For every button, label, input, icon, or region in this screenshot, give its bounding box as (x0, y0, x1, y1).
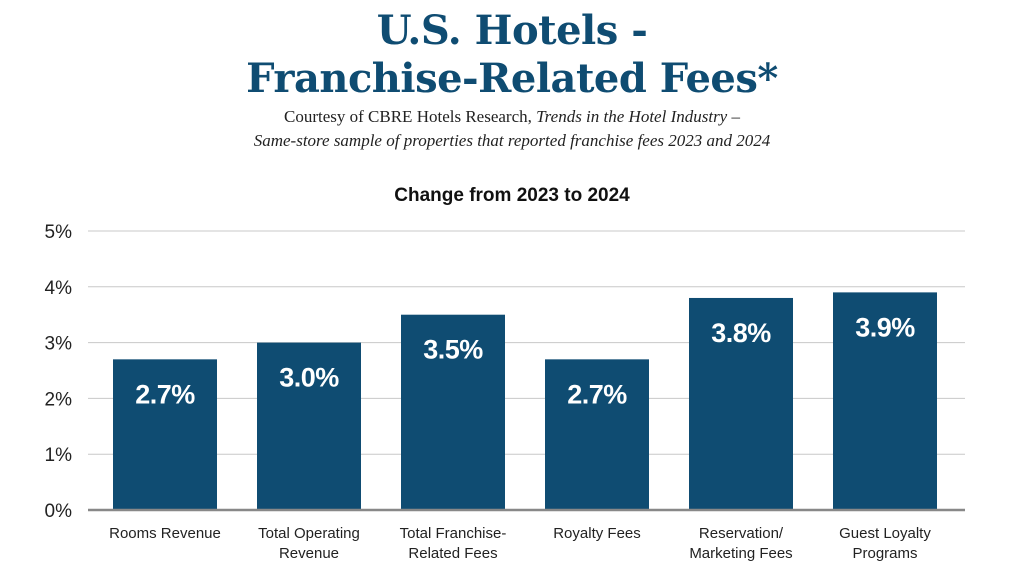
bar (689, 297, 793, 510)
x-tick-label: Marketing Fees (689, 545, 792, 562)
y-tick-label: 1% (45, 445, 73, 466)
x-tick-label: Total Operating (258, 525, 360, 542)
y-tick-label: 2% (45, 389, 73, 410)
x-tick-label: Revenue (279, 545, 339, 562)
x-tick-label: Guest Loyalty (839, 525, 931, 542)
x-tick-label: Reservation/ (699, 525, 784, 542)
y-tick-label: 3% (45, 334, 73, 355)
x-tick-label: Rooms Revenue (109, 525, 221, 542)
chart-title: Change from 2023 to 2024 (394, 185, 630, 206)
title-line-1: U.S. Hotels - (376, 7, 648, 54)
x-tick-label: Total Franchise- (400, 525, 507, 542)
bar-value-label: 3.9% (855, 312, 915, 342)
bar-value-label: 2.7% (567, 379, 627, 409)
bar (545, 359, 649, 510)
bar (257, 342, 361, 510)
subtitle-line-1: Courtesy of CBRE Hotels Research, Trends… (0, 106, 1024, 128)
x-tick-label: Programs (852, 545, 917, 562)
bar-value-label: 3.5% (423, 335, 483, 365)
bar (833, 292, 937, 510)
bar (113, 359, 217, 510)
subtitle-publication-text: Trends in the Hotel Industry – (536, 107, 740, 126)
x-tick-label: Royalty Fees (553, 525, 641, 542)
bar-value-label: 3.8% (711, 318, 771, 348)
y-tick-label: 5% (45, 222, 73, 243)
x-tick-label: Related Fees (408, 545, 497, 562)
y-tick-label: 0% (45, 501, 73, 522)
subtitle-source-text: Courtesy of CBRE Hotels Research, (284, 107, 537, 126)
subtitle-line-2: Same-store sample of properties that rep… (253, 131, 771, 150)
title-line-2: Franchise-Related Fees* (246, 55, 778, 102)
bar (401, 314, 505, 510)
bar-value-label: 3.0% (279, 363, 339, 393)
y-tick-label: 4% (45, 278, 73, 299)
bar-value-label: 2.7% (135, 379, 195, 409)
